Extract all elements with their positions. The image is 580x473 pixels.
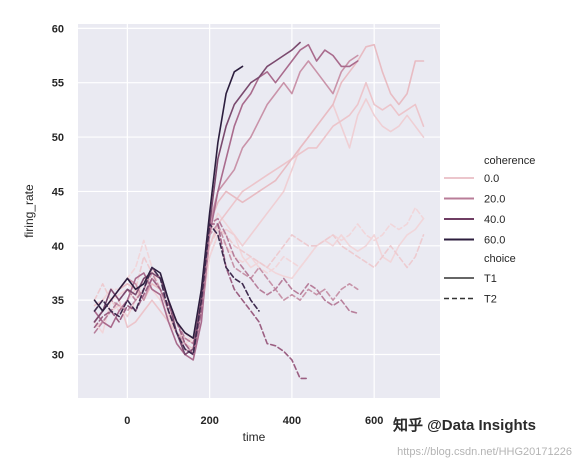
- series-line: [93, 43, 359, 361]
- y-tick-labels: 30 35 40 45 50 55 60: [52, 23, 64, 361]
- y-tick-label: 35: [52, 295, 64, 307]
- series-line: [93, 206, 425, 345]
- legend-entry: T1: [484, 273, 497, 285]
- series-line: [93, 43, 425, 345]
- series-line: [93, 217, 359, 345]
- y-tick-label: 40: [52, 241, 64, 253]
- x-axis-label: time: [243, 430, 266, 444]
- legend-title: choice: [484, 253, 516, 265]
- series-line: [93, 223, 310, 380]
- legend-entry: 60.0: [484, 235, 505, 247]
- y-tick-label: 60: [52, 23, 64, 35]
- y-tick-label: 50: [52, 132, 64, 144]
- series-lines: [93, 41, 425, 380]
- x-tick-label: 200: [200, 415, 218, 427]
- watermark-brand: 知乎 @Data Insights: [393, 416, 536, 434]
- series-line: [93, 65, 244, 340]
- y-tick-label: 55: [52, 78, 64, 90]
- y-axis-label: firing_rate: [22, 184, 36, 238]
- legend-entry: 20.0: [484, 194, 505, 206]
- x-tick-labels: 0 200 400 600: [124, 415, 383, 427]
- x-tick-label: 400: [283, 415, 301, 427]
- plot-background: [78, 24, 440, 398]
- x-tick-label: 0: [124, 415, 130, 427]
- series-line: [93, 228, 425, 340]
- legend-entry: 0.0: [484, 173, 499, 185]
- x-tick-label: 600: [365, 415, 383, 427]
- legend-entry: T2: [484, 294, 497, 306]
- series-line: [93, 98, 425, 340]
- y-tick-label: 45: [52, 186, 64, 198]
- y-tick-label: 30: [52, 350, 64, 362]
- legend-entry: 40.0: [484, 214, 505, 226]
- watermark-url: https://blog.csdn.net/HHG20171226: [397, 446, 572, 458]
- series-line: [93, 223, 260, 356]
- series-line: [93, 81, 425, 350]
- legend-title: coherence: [484, 155, 535, 167]
- legend: coherence 0.0 20.0 40.0 60.0 choice T1 T2: [444, 155, 535, 306]
